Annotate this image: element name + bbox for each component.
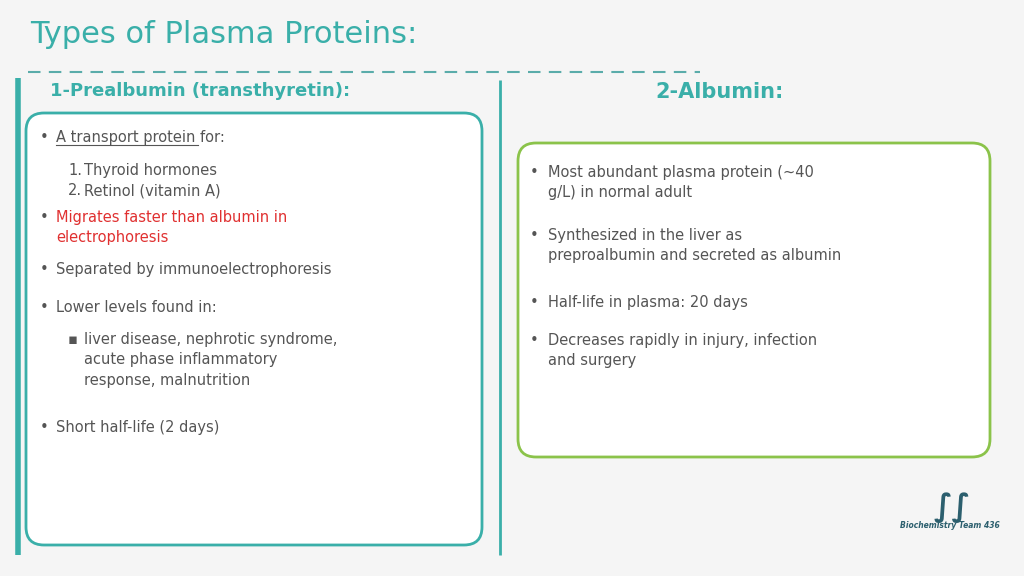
Text: •: • [40,300,49,315]
Text: Retinol (vitamin A): Retinol (vitamin A) [84,183,220,198]
Text: Lower levels found in:: Lower levels found in: [56,300,217,315]
Text: Separated by immunoelectrophoresis: Separated by immunoelectrophoresis [56,262,332,277]
Text: Short half-life (2 days): Short half-life (2 days) [56,420,219,435]
Text: •: • [530,228,539,243]
Text: Biochemistry Team 436: Biochemistry Team 436 [900,521,999,530]
Text: •: • [530,165,539,180]
FancyBboxPatch shape [518,143,990,457]
Text: •: • [40,130,49,145]
Text: Most abundant plasma protein (~40
g/L) in normal adult: Most abundant plasma protein (~40 g/L) i… [548,165,814,200]
Text: 1-Prealbumin (transthyretin):: 1-Prealbumin (transthyretin): [50,82,350,100]
Text: •: • [530,333,539,348]
Text: ▪: ▪ [68,332,78,347]
Text: 2-Albumin:: 2-Albumin: [655,82,784,102]
Text: 1.: 1. [68,163,82,178]
Text: liver disease, nephrotic syndrome,
acute phase inflammatory
response, malnutriti: liver disease, nephrotic syndrome, acute… [84,332,337,388]
Text: Types of Plasma Proteins:: Types of Plasma Proteins: [30,20,417,49]
Text: •: • [530,295,539,310]
Text: Synthesized in the liver as
preproalbumin and secreted as albumin: Synthesized in the liver as preproalbumi… [548,228,842,263]
Text: •: • [40,210,49,225]
Text: Half-life in plasma: 20 days: Half-life in plasma: 20 days [548,295,748,310]
Text: 2.: 2. [68,183,82,198]
Text: Migrates faster than albumin in
electrophoresis: Migrates faster than albumin in electrop… [56,210,288,245]
Text: •: • [40,262,49,277]
Text: A transport protein for:: A transport protein for: [56,130,225,145]
Text: Thyroid hormones: Thyroid hormones [84,163,217,178]
Text: ∫∫: ∫∫ [933,492,971,522]
FancyBboxPatch shape [26,113,482,545]
Text: •: • [40,420,49,435]
Text: Decreases rapidly in injury, infection
and surgery: Decreases rapidly in injury, infection a… [548,333,817,369]
